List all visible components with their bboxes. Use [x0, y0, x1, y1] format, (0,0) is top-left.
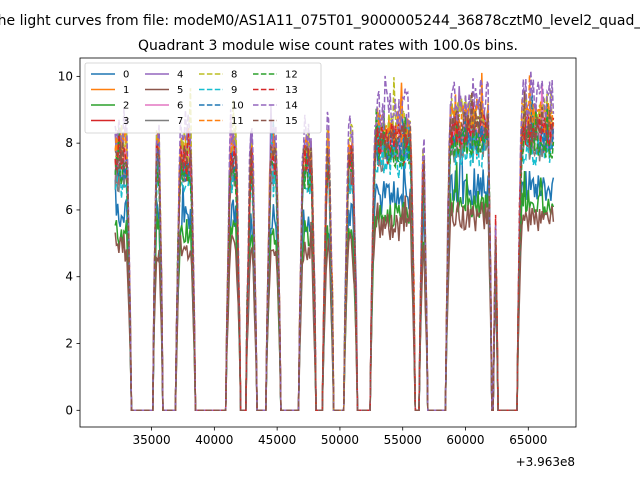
x-tick-label: 60000 — [446, 433, 484, 447]
plot-area — [114, 70, 555, 412]
x-tick-label: 35000 — [132, 433, 170, 447]
legend-label-0: 0 — [123, 70, 129, 81]
legend-label-13: 13 — [285, 85, 298, 96]
axes: 35000 40000 45000 50000 55000 60000 65000 0 2 4 6 8… — [58, 57, 577, 447]
x-tick-label: 65000 — [509, 433, 547, 447]
x-tick-label: 45000 — [258, 433, 296, 447]
legend-label-14: 14 — [285, 101, 298, 112]
y-tick-label: 0 — [65, 403, 73, 417]
legend-label-2: 2 — [123, 101, 129, 112]
x-tick-label: 55000 — [384, 433, 422, 447]
legend-label-10: 10 — [231, 101, 244, 112]
x-tick-label: 40000 — [195, 433, 233, 447]
x-tick-label: 50000 — [321, 433, 359, 447]
series-line-10 — [114, 92, 555, 412]
legend-box — [84, 62, 322, 134]
x-offset-label: +3.963e8 — [516, 455, 575, 469]
chart-title: Quadrant 3 module wise count rates with … — [138, 38, 518, 54]
series-line-15 — [114, 91, 555, 412]
chart-suptitle: Plotting the light curves from file: mod… — [0, 13, 640, 29]
legend-label-1: 1 — [123, 85, 129, 96]
legend-label-4: 4 — [177, 70, 183, 81]
y-tick-label: 2 — [65, 337, 73, 351]
legend-label-15: 15 — [285, 116, 298, 127]
legend-label-9: 9 — [231, 85, 237, 96]
legend-label-11: 11 — [231, 116, 244, 127]
axes-frame — [79, 57, 577, 428]
y-tick-label: 10 — [58, 69, 73, 83]
legend-label-12: 12 — [285, 70, 298, 81]
series-line-9 — [114, 113, 555, 412]
legend-label-6: 6 — [177, 101, 183, 112]
y-tick-label: 4 — [65, 270, 73, 284]
series-line-2 — [114, 161, 555, 412]
legend-label-7: 7 — [177, 116, 183, 127]
y-tick-label: 8 — [65, 136, 73, 150]
legend-label-5: 5 — [177, 85, 183, 96]
y-tick-label: 6 — [65, 203, 73, 217]
legend-label-8: 8 — [231, 70, 237, 81]
series-line-5 — [114, 192, 555, 412]
legend-label-3: 3 — [123, 116, 129, 127]
